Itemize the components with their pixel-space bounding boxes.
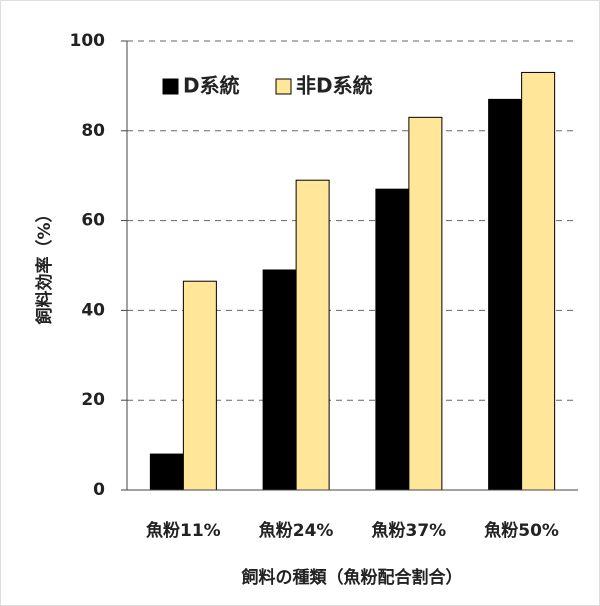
y-tick-label: 0 xyxy=(93,480,105,500)
legend-swatch xyxy=(162,78,179,95)
y-tick-label: 20 xyxy=(81,390,105,410)
x-tick-label: 魚粉11% xyxy=(146,520,221,541)
bar xyxy=(408,116,443,491)
x-tick-label: 魚粉37% xyxy=(372,520,447,541)
bar xyxy=(295,179,330,491)
y-tick-label: 80 xyxy=(81,121,105,141)
bar xyxy=(262,269,297,491)
y-axis-label: 飼料効率（%） xyxy=(34,205,55,325)
bar xyxy=(149,453,184,491)
bar xyxy=(521,71,556,491)
x-axis-label: 飼料の種類（魚粉配合割合） xyxy=(241,567,463,588)
legend-label: 非D系統 xyxy=(296,74,373,98)
y-tick-label: 60 xyxy=(81,211,105,231)
legend-label: D系統 xyxy=(183,74,240,98)
bar xyxy=(182,280,217,491)
bar xyxy=(488,98,523,491)
legend-swatch xyxy=(275,78,292,95)
x-tick-label: 魚粉24% xyxy=(259,520,334,541)
y-tick-label: 100 xyxy=(70,31,106,51)
x-tick-label: 魚粉50% xyxy=(484,520,559,541)
bar xyxy=(375,188,410,491)
y-tick-label: 40 xyxy=(81,300,105,320)
